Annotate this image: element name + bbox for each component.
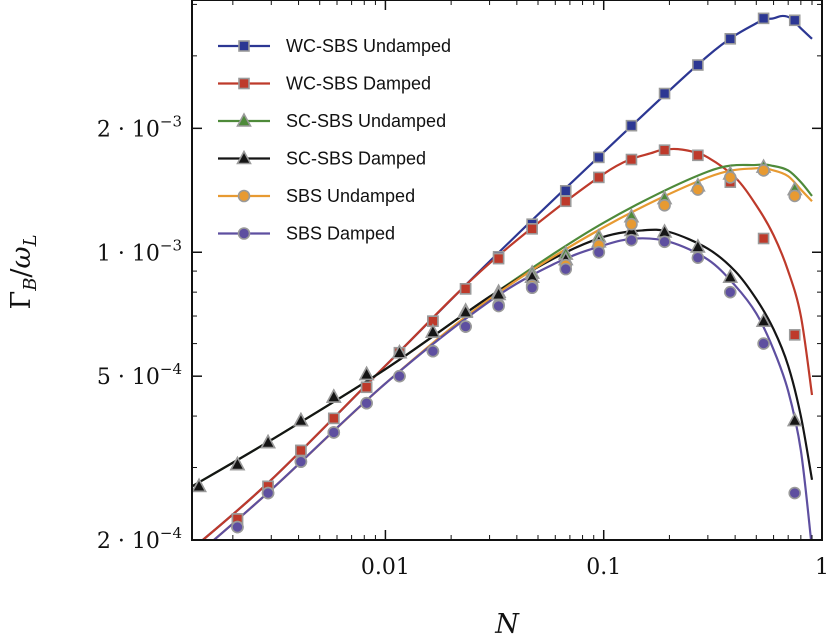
legend-marker-wc-sbs-damped xyxy=(238,77,250,90)
data-point-sc-sbs-damped xyxy=(229,455,246,471)
legend: WC-SBS Undamped WC-SBS Damped SC-SBS Undam… xyxy=(218,36,451,244)
legend-label-wc-sbs-damped: WC-SBS Damped xyxy=(286,74,431,94)
legend-marker-wc-sbs-undamped xyxy=(238,40,250,52)
series-line-sc-sbs-damped xyxy=(192,228,814,488)
data-point-sbs-damped xyxy=(723,285,737,299)
data-point-sbs-damped xyxy=(459,320,472,333)
data-point-sbs-damped xyxy=(788,486,802,500)
legend-marker-sbs-undamped xyxy=(237,189,251,203)
data-point-sbs-undamped xyxy=(757,164,770,177)
data-point-sbs-undamped xyxy=(625,217,638,231)
data-point-sbs-damped xyxy=(658,235,671,249)
data-point-wc-sbs-undamped xyxy=(593,151,605,164)
data-point-sbs-damped xyxy=(525,281,539,295)
data-point-sbs-damped xyxy=(691,251,705,265)
data-point-wc-sbs-damped xyxy=(625,153,638,166)
data-point-wc-sbs-undamped xyxy=(658,87,671,100)
legend-label-wc-sbs-undamped: WC-SBS Undamped xyxy=(286,36,451,56)
data-point-wc-sbs-damped xyxy=(559,195,572,208)
data-point-sbs-damped xyxy=(327,426,341,439)
data-point-wc-sbs-undamped xyxy=(757,12,770,25)
y-tick-label: 2 · 10−3 xyxy=(97,112,182,142)
data-point-wc-sbs-undamped xyxy=(692,59,704,71)
data-point-wc-sbs-damped xyxy=(295,444,307,457)
x-tick-label: 1 xyxy=(815,555,829,580)
data-point-sbs-damped xyxy=(360,396,373,410)
data-point-sbs-undamped xyxy=(691,183,705,196)
data-point-sbs-damped xyxy=(261,486,275,500)
data-point-sbs-undamped xyxy=(723,171,737,184)
data-point-sc-sbs-damped xyxy=(786,411,803,427)
data-point-wc-sbs-undamped xyxy=(788,14,801,27)
data-point-sbs-damped xyxy=(757,337,770,350)
data-point-sbs-damped xyxy=(294,455,308,468)
data-point-sbs-undamped xyxy=(788,189,802,203)
data-point-sc-sbs-damped xyxy=(260,433,276,449)
x-tick-label: 0.01 xyxy=(361,555,410,580)
data-point-wc-sbs-undamped xyxy=(625,119,638,132)
plot-frame xyxy=(191,0,823,541)
data-point-sc-sbs-damped xyxy=(293,411,309,427)
data-point-sbs-damped xyxy=(492,299,505,313)
legend-label-sc-sbs-damped: SC-SBS Damped xyxy=(286,149,426,169)
data-point-sbs-damped xyxy=(625,233,638,247)
legend-label-sbs-damped: SBS Damped xyxy=(286,224,395,244)
curves-layer xyxy=(192,14,814,540)
y-tick-label: 1 · 10−3 xyxy=(97,236,182,266)
data-point-wc-sbs-damped xyxy=(692,149,704,162)
data-point-wc-sbs-damped xyxy=(658,144,671,156)
markers-layer xyxy=(192,12,803,534)
data-point-sc-sbs-damped xyxy=(358,365,375,381)
data-point-sbs-damped xyxy=(592,245,606,259)
legend-label-sc-sbs-undamped: SC-SBS Undamped xyxy=(286,111,446,131)
legend-marker-sc-sbs-undamped xyxy=(236,112,252,127)
data-point-sbs-damped xyxy=(231,520,244,534)
legend-marker-sc-sbs-damped xyxy=(236,149,252,165)
data-point-wc-sbs-undamped xyxy=(724,33,737,45)
data-point-sc-sbs-damped xyxy=(755,312,772,328)
data-point-sc-sbs-damped xyxy=(722,268,739,283)
series-line-wc-sbs-damped xyxy=(201,147,814,540)
data-point-sbs-damped xyxy=(393,369,406,383)
x-tick-label: 0.1 xyxy=(586,555,621,580)
data-point-wc-sbs-damped xyxy=(788,329,801,341)
data-point-sbs-undamped xyxy=(658,199,671,212)
y-axis-label: ΓB/ωL xyxy=(6,234,41,309)
y-tick-label: 2 · 10−4 xyxy=(97,524,182,554)
data-point-wc-sbs-undamped xyxy=(559,185,572,197)
series-line-sbs-damped xyxy=(212,237,813,540)
data-point-wc-sbs-damped xyxy=(492,252,505,265)
legend-label-sbs-undamped: SBS Undamped xyxy=(286,186,415,206)
y-tick-label: 5 · 10−4 xyxy=(97,360,182,390)
data-point-wc-sbs-damped xyxy=(526,223,538,235)
data-point-sc-sbs-damped xyxy=(457,303,474,319)
data-point-wc-sbs-damped xyxy=(459,283,472,295)
data-point-sc-sbs-damped xyxy=(325,388,342,403)
data-point-sc-sbs-damped xyxy=(391,344,408,359)
data-point-sc-sbs-damped xyxy=(192,477,207,493)
data-point-sbs-damped xyxy=(559,262,573,276)
data-point-wc-sbs-damped xyxy=(360,381,373,394)
data-point-wc-sbs-damped xyxy=(327,412,340,425)
data-point-sc-sbs-damped xyxy=(425,323,441,338)
legend-marker-sbs-damped xyxy=(237,227,251,240)
x-axis-label: N xyxy=(494,609,520,639)
data-point-wc-sbs-damped xyxy=(757,232,770,245)
data-point-wc-sbs-damped xyxy=(593,171,605,184)
data-point-sbs-damped xyxy=(426,344,440,358)
